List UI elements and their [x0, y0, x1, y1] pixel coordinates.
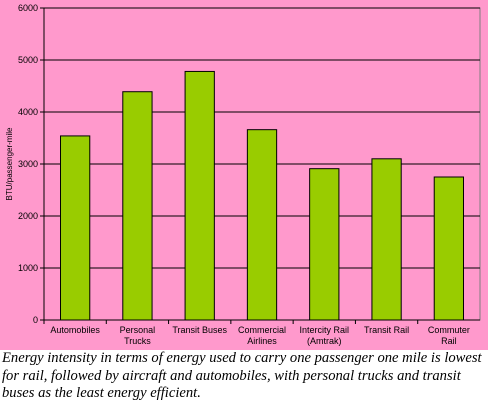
y-axis-label: BTU/passenger-mile — [5, 127, 14, 200]
y-tick-label: 4000 — [18, 107, 38, 117]
bar — [184, 70, 215, 321]
figure-caption: Energy intensity in terms of energy used… — [2, 350, 482, 401]
x-category-label: Commuter Rail — [428, 325, 470, 346]
x-category-label: Intercity Rail (Amtrak) — [300, 325, 350, 346]
x-axis-categories: Automobiles Personal Trucks Transit Buses Co… — [43, 320, 470, 346]
y-tick-label: 2000 — [18, 211, 38, 221]
bar — [60, 135, 91, 321]
bar — [433, 176, 464, 321]
y-tick-label: 6000 — [18, 3, 38, 13]
bar — [122, 91, 153, 321]
y-tick-label: 3000 — [18, 159, 38, 169]
bar — [246, 129, 278, 321]
x-category-label: Automobiles — [50, 325, 100, 335]
y-axis-ticks: 0 1000 2000 3000 4000 5000 6000 — [18, 3, 44, 325]
x-category-label: Commercial Airlines — [238, 325, 286, 346]
y-tick-label: 1000 — [18, 263, 38, 273]
x-category-label: Personal Trucks — [120, 325, 156, 346]
y-tick-label: 0 — [33, 315, 38, 325]
bar — [371, 158, 402, 321]
bar — [309, 168, 340, 321]
y-tick-label: 5000 — [18, 55, 38, 65]
x-category-label: Transit Buses — [172, 325, 227, 335]
bar-chart: 0 1000 2000 3000 4000 5000 6000 Automobiles Per… — [0, 0, 488, 350]
bars — [60, 70, 464, 321]
x-category-label: Transit Rail — [364, 325, 409, 335]
